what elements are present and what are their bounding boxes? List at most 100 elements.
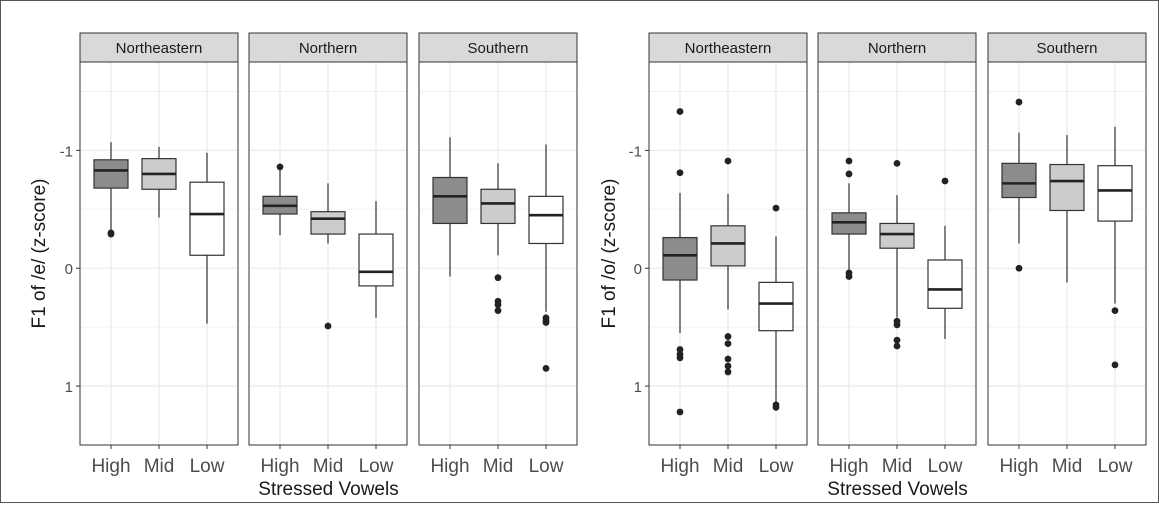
panel-northeastern: Northeastern High Mid Low [648, 32, 808, 477]
y-tick-label: 0 [65, 261, 73, 278]
facet-strip-label: Northern [299, 40, 357, 57]
x-tick-label: Mid [313, 456, 344, 477]
box-mid [879, 159, 915, 350]
box-iqr [528, 195, 564, 245]
x-tick-label: High [999, 456, 1038, 477]
facet-strip-label: Northern [868, 40, 926, 57]
panel-southern: Southern High Mid Low [418, 32, 578, 477]
outlier-point [893, 342, 901, 350]
outlier-point [676, 346, 684, 353]
outlier-point [1111, 361, 1119, 369]
x-tick-label: Mid [713, 456, 744, 477]
outlier-point [724, 355, 732, 363]
x-tick-label: Low [928, 456, 963, 477]
facet-strip [817, 32, 977, 63]
outlier-point [845, 273, 853, 280]
outlier-point [845, 157, 853, 165]
y-tick-label: 0 [634, 261, 642, 278]
outlier-point [542, 319, 550, 326]
box-iqr [432, 176, 468, 225]
x-tick-label: Mid [483, 456, 514, 477]
x-tick-label: High [91, 456, 130, 477]
box-high [1001, 98, 1037, 272]
x-tick-label: Low [359, 456, 394, 477]
y-tick-label: 1 [634, 379, 642, 396]
outlier-point [941, 177, 949, 185]
box-low [927, 177, 963, 339]
outlier-point [324, 322, 332, 330]
outlier-point [724, 157, 732, 165]
x-tick-label: Low [190, 456, 225, 477]
box-high [662, 108, 698, 416]
box-iqr [1001, 162, 1037, 199]
box-iqr [758, 281, 794, 332]
panel-northern: Northern High Mid Low [248, 32, 408, 477]
box-high [432, 137, 468, 277]
y-tick-label: 1 [65, 379, 73, 396]
outlier-point [276, 163, 284, 171]
facet-strip [248, 32, 408, 63]
outlier-point [107, 229, 115, 237]
y-axis-title: F1 of /e/ (z-score) [29, 179, 50, 329]
x-tick-label: Low [759, 456, 794, 477]
outlier-point [1111, 307, 1119, 315]
facet-strip-label: Northeastern [116, 40, 203, 57]
box-iqr [879, 222, 915, 249]
box-mid [141, 146, 177, 218]
x-axis-title: Stressed Vowels [827, 479, 967, 500]
outlier-point [494, 301, 502, 309]
outlier-point [893, 159, 901, 167]
box-low [358, 201, 394, 318]
box-low [189, 152, 225, 324]
outlier-point [893, 336, 901, 344]
facet-strip-label: Southern [468, 40, 529, 57]
y-tick-label: -1 [629, 143, 642, 160]
box-low [528, 144, 564, 372]
outlier-point [676, 108, 684, 115]
box-iqr [189, 181, 225, 256]
outlier-point [772, 204, 780, 212]
outlier-point [724, 333, 732, 340]
box-iqr [662, 236, 698, 281]
x-tick-label: Mid [144, 456, 175, 477]
outlier-point [724, 340, 732, 348]
outlier-point [724, 362, 732, 370]
outlier-point [1015, 264, 1023, 272]
outlier-point [772, 403, 780, 411]
box-low [758, 204, 794, 411]
facet-strip [648, 32, 808, 63]
box-mid [1049, 135, 1085, 283]
outlier-point [845, 170, 853, 178]
x-tick-label: High [660, 456, 699, 477]
panel-southern: Southern High Mid Low [987, 32, 1147, 477]
box-iqr [480, 188, 516, 225]
box-iqr [1097, 165, 1133, 222]
y-axis-title: F1 of /o/ (z-score) [599, 179, 620, 329]
box-iqr [93, 159, 129, 189]
x-tick-label: High [260, 456, 299, 477]
outlier-point [676, 169, 684, 177]
box-iqr [710, 225, 746, 267]
x-tick-label: Mid [882, 456, 913, 477]
y-tick-label: -1 [60, 143, 73, 160]
facet-strip [79, 32, 239, 63]
box-mid [710, 157, 746, 376]
box-high [831, 157, 867, 280]
x-axis-title: Stressed Vowels [258, 479, 398, 500]
outlier-point [494, 274, 502, 282]
x-tick-label: High [829, 456, 868, 477]
box-iqr [1049, 163, 1085, 212]
outlier-point [724, 368, 732, 376]
panel-northern: Northern High Mid Low [817, 32, 977, 477]
outlier-point [676, 354, 684, 362]
facet-strip [418, 32, 578, 63]
box-mid [310, 183, 346, 330]
x-tick-label: High [430, 456, 469, 477]
x-tick-label: Mid [1052, 456, 1083, 477]
panel-northeastern: Northeastern High Mid Low [79, 32, 239, 477]
box-iqr [310, 211, 346, 235]
x-tick-label: Low [529, 456, 564, 477]
